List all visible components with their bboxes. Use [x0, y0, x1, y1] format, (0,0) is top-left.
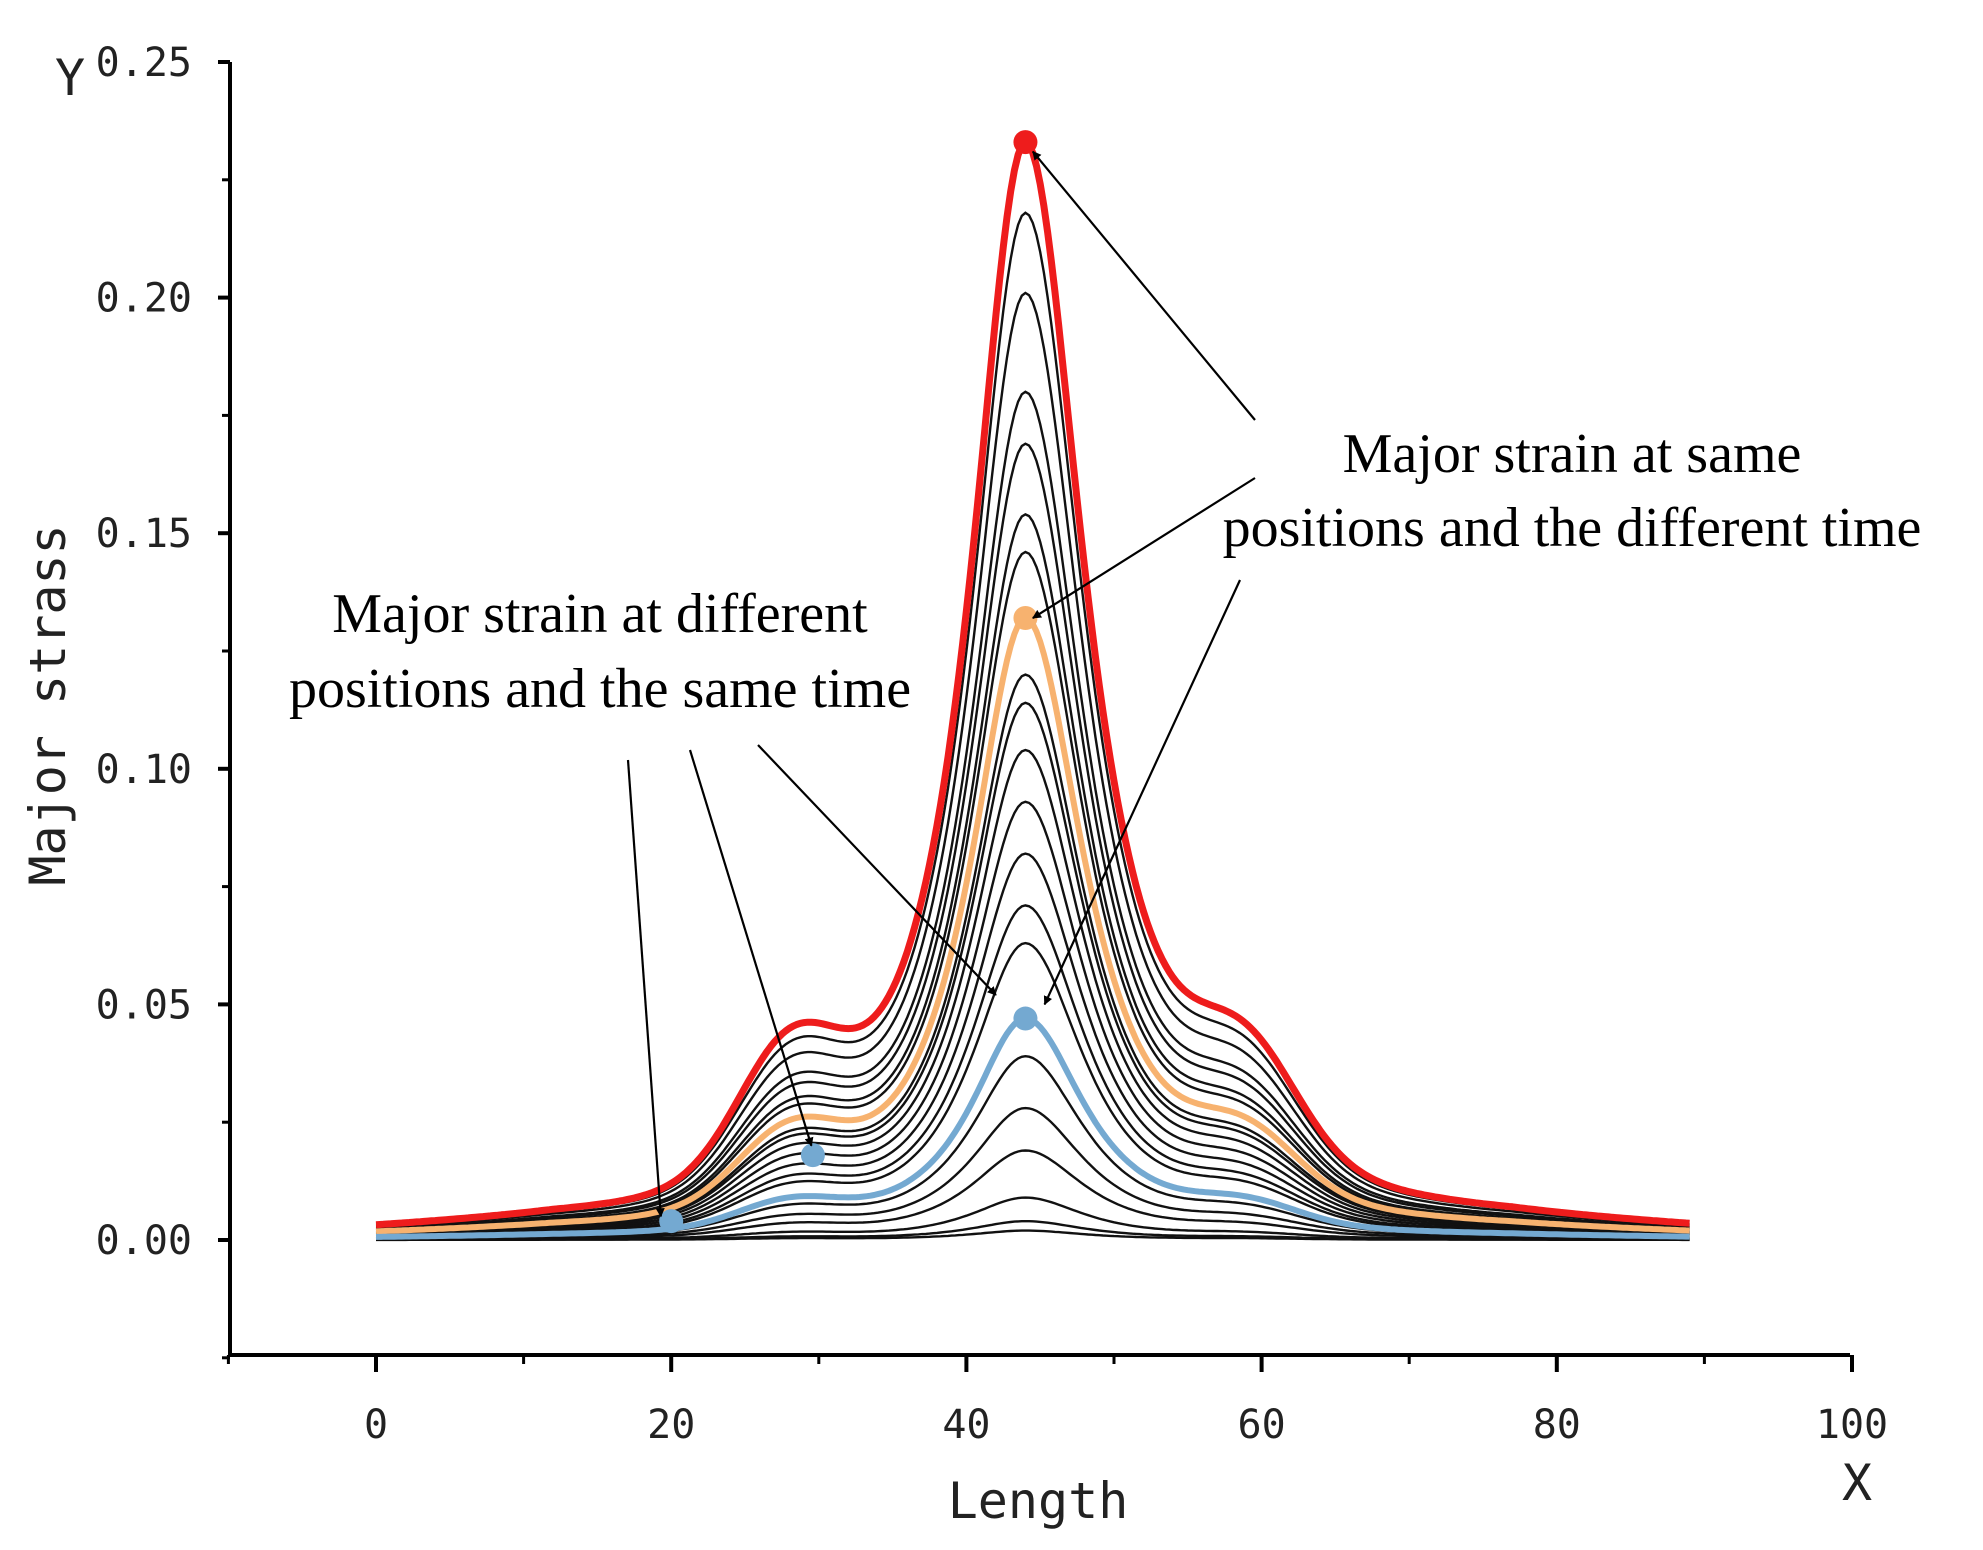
- x-tick-label: 60: [1238, 1402, 1286, 1448]
- annotation-arrow: [626, 759, 665, 1218]
- axes: 0.00 0.05 0.10 0.15 0.20 0.25 0 20 40 60 80 100: [96, 40, 1888, 1448]
- red-marker: [1013, 130, 1038, 155]
- orange-marker: [1013, 606, 1038, 631]
- annotation-same-line1: Major strain at same: [1343, 423, 1802, 485]
- annotation-different-line1: Major strain at different: [332, 583, 868, 645]
- y-tick-label: 0.10: [96, 747, 192, 793]
- x-axis-title: Length: [948, 1472, 1129, 1530]
- y-tick-label: 0.25: [96, 40, 192, 86]
- x-tick-label: 20: [647, 1402, 695, 1448]
- black-strain-curve: [375, 1149, 1690, 1240]
- annotation-different-line2: positions and the same time: [289, 658, 911, 720]
- y-axis-end-label: Y: [55, 49, 85, 107]
- blue-marker: [1013, 1006, 1038, 1031]
- black-strain-curve: [375, 673, 1690, 1234]
- black-strain-curve: [375, 442, 1690, 1231]
- markers: [659, 130, 1038, 1234]
- annotation-arrows: [626, 150, 1256, 1218]
- annotation-arrow: [1031, 150, 1256, 421]
- black-strain-curve: [375, 800, 1690, 1236]
- black-strain-curve: [375, 390, 1690, 1230]
- annotation-arrow: [757, 744, 997, 996]
- annotation-arrow: [1032, 477, 1256, 619]
- annotation-arrow: [688, 749, 814, 1147]
- y-tick-label: 0.20: [96, 276, 192, 322]
- y-tick-label: 0.05: [96, 982, 192, 1028]
- annotation-same-line2: positions and the different time: [1223, 497, 1922, 559]
- y-tick-label: 0.15: [96, 511, 192, 557]
- blue-marker: [800, 1143, 825, 1168]
- black-strain-curve: [375, 291, 1690, 1228]
- black-strain-curve: [375, 941, 1690, 1238]
- black-strain-curve: [375, 748, 1690, 1235]
- y-axis-title: Major strass: [19, 524, 77, 885]
- black-strain-curve: [375, 550, 1690, 1232]
- black-strain-curve: [376, 904, 1690, 1237]
- x-tick-label: 40: [942, 1402, 990, 1448]
- x-axis-end-label: X: [1842, 1454, 1872, 1512]
- x-ticks: 0 20 40 60 80 100: [226, 1355, 1888, 1448]
- black-strain-curve: [376, 1196, 1690, 1241]
- black-strain-curve: [375, 513, 1690, 1232]
- y-ticks: 0.00 0.05 0.10 0.15 0.20 0.25: [96, 40, 230, 1360]
- x-tick-label: 0: [364, 1402, 388, 1448]
- annotation-arrow: [1043, 579, 1241, 1006]
- black-curves: [375, 211, 1690, 1242]
- y-tick-label: 0.00: [96, 1218, 192, 1264]
- black-strain-curve: [375, 852, 1690, 1236]
- blue-marker: [659, 1209, 684, 1234]
- x-tick-label: 80: [1533, 1402, 1581, 1448]
- black-strain-curve: [375, 701, 1690, 1234]
- x-tick-label: 100: [1816, 1402, 1888, 1448]
